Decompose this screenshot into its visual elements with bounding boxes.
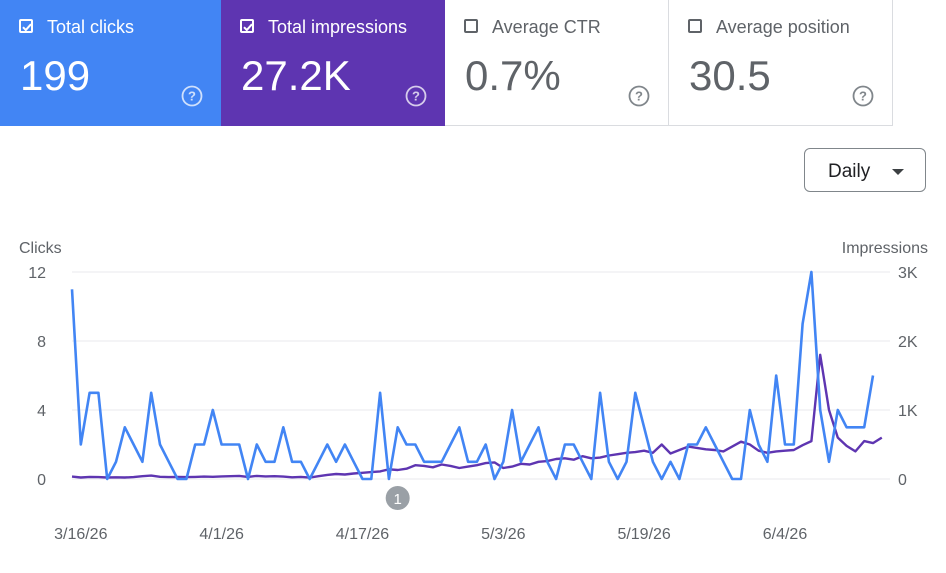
- y-axis-right-label: Impressions: [842, 240, 928, 257]
- svg-text:?: ?: [188, 89, 196, 104]
- metric-label: Total clicks: [47, 17, 135, 37]
- help-icon[interactable]: ?: [628, 85, 650, 107]
- series-line-clicks: [70, 270, 875, 481]
- x-tick-label: 3/16/26: [54, 526, 107, 543]
- x-tick-label: 5/19/26: [617, 526, 670, 543]
- svg-text:?: ?: [859, 89, 867, 104]
- x-tick-label: 5/3/26: [481, 526, 526, 543]
- y-right-tick-label: 3K: [898, 265, 918, 282]
- x-axis-ticks: 3/16/26 4/1/26 4/17/26 5/3/26 5/19/26 6/4/26: [54, 526, 807, 543]
- x-tick-label: 6/4/26: [763, 526, 808, 543]
- metric-value: 199: [20, 52, 91, 99]
- granularity-dropdown[interactable]: Daily: [804, 148, 926, 192]
- performance-chart: Clicks Impressions 0 4 8 12 0 1K 2K 3K 3/16/26…: [19, 240, 928, 543]
- x-tick-label: 4/17/26: [336, 526, 389, 543]
- metric-value: 30.5: [689, 52, 771, 99]
- y-left-tick-label: 0: [37, 472, 46, 489]
- chart-series: [70, 270, 883, 481]
- help-icon[interactable]: ?: [181, 85, 203, 107]
- metric-value: 0.7%: [465, 52, 561, 99]
- y-right-tick-label: 2K: [898, 334, 918, 351]
- checkbox-unchecked-icon[interactable]: [464, 19, 478, 33]
- metric-label: Total impressions: [268, 17, 408, 37]
- series-line-impressions: [71, 353, 883, 479]
- metric-label: Average CTR: [492, 17, 601, 37]
- metric-card-total-clicks[interactable]: Total clicks 199 ?: [0, 0, 221, 126]
- help-icon[interactable]: ?: [405, 85, 427, 107]
- annotation-label: 1: [394, 491, 402, 508]
- chart-annotation[interactable]: 1: [385, 486, 410, 510]
- y-left-tick-label: 4: [37, 403, 46, 420]
- chart-grid: [72, 271, 890, 480]
- metric-card-total-impressions[interactable]: Total impressions 27.2K ?: [221, 0, 445, 126]
- metric-cards: Total clicks 199 ? Total impressions 27.…: [0, 0, 893, 126]
- y-axis-right-ticks: 0 1K 2K 3K: [898, 265, 918, 489]
- metric-label: Average position: [716, 17, 850, 37]
- y-axis-left-ticks: 0 4 8 12: [28, 265, 46, 489]
- granularity-label: Daily: [828, 161, 871, 182]
- y-axis-left-label: Clicks: [19, 240, 62, 257]
- svg-text:?: ?: [412, 89, 420, 104]
- help-icon[interactable]: ?: [852, 85, 874, 107]
- y-right-tick-label: 1K: [898, 403, 918, 420]
- y-left-tick-label: 12: [28, 265, 46, 282]
- checkbox-unchecked-icon[interactable]: [688, 19, 702, 33]
- metric-card-average-position[interactable]: Average position 30.5 ?: [669, 0, 893, 126]
- metric-card-average-ctr[interactable]: Average CTR 0.7% ?: [445, 0, 669, 126]
- svg-text:?: ?: [635, 89, 643, 104]
- checkbox-checked-icon[interactable]: [19, 19, 33, 33]
- metric-value: 27.2K: [241, 52, 351, 99]
- dropdown-arrow-icon: [892, 169, 904, 175]
- x-tick-label: 4/1/26: [199, 526, 244, 543]
- checkbox-checked-icon[interactable]: [240, 19, 254, 33]
- y-left-tick-label: 8: [37, 334, 46, 351]
- annotation-marker[interactable]: [385, 486, 410, 510]
- y-right-tick-label: 0: [898, 472, 907, 489]
